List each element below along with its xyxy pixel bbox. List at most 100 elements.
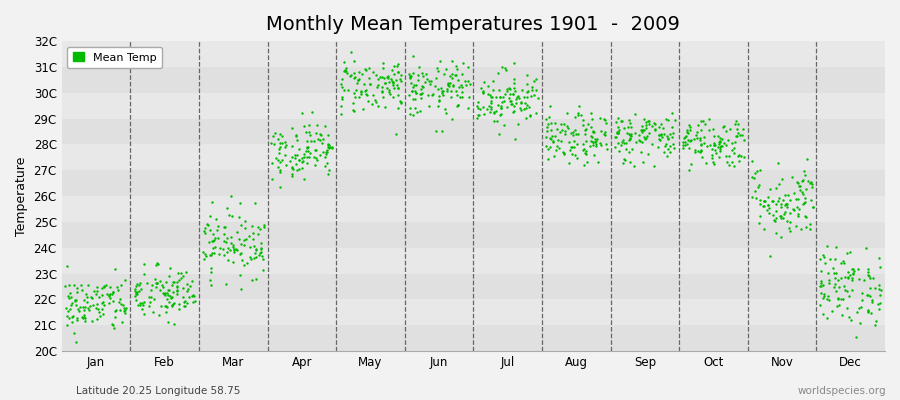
Point [310, 155, 324, 162]
Point [119, 304, 133, 311]
Point [137, 270, 151, 277]
Point [482, 102, 496, 109]
Point [416, 84, 430, 90]
Point [254, 240, 268, 246]
Point [371, 102, 385, 109]
Point [389, 131, 403, 138]
Point [369, 98, 383, 105]
Point [147, 296, 161, 302]
Point [226, 242, 240, 248]
Point [420, 76, 435, 82]
Point [430, 103, 445, 109]
Point [423, 81, 437, 87]
Point [277, 139, 292, 146]
Point [681, 137, 696, 143]
Point [450, 103, 464, 110]
Point [705, 152, 719, 158]
Point [616, 125, 631, 132]
Point [211, 222, 225, 229]
Point [166, 302, 180, 309]
Point [804, 179, 818, 185]
Point [377, 104, 392, 110]
Point [443, 73, 457, 80]
Point [95, 306, 110, 312]
Point [498, 90, 512, 97]
Point [507, 103, 521, 109]
Point [158, 303, 172, 310]
Point [374, 88, 389, 94]
Point [430, 86, 445, 92]
Point [585, 134, 599, 140]
Point [237, 237, 251, 244]
Point [806, 204, 820, 211]
Point [299, 128, 313, 135]
Point [487, 110, 501, 116]
Point [100, 290, 114, 297]
Point [682, 144, 697, 151]
Point [444, 80, 458, 86]
Point [445, 57, 459, 64]
Point [404, 73, 419, 79]
Point [310, 122, 324, 128]
Point [158, 291, 173, 298]
Point [162, 272, 176, 279]
Point [109, 306, 123, 313]
Point [94, 300, 109, 306]
Point [871, 301, 886, 307]
Point [422, 103, 436, 110]
Point [562, 147, 577, 154]
Point [285, 164, 300, 170]
Point [737, 154, 751, 160]
Point [627, 130, 642, 136]
Point [424, 78, 438, 84]
Point [251, 252, 266, 258]
Point [531, 94, 545, 101]
Point [337, 87, 351, 94]
Point [106, 325, 121, 332]
Point [441, 81, 455, 88]
Point [820, 296, 834, 302]
Point [828, 274, 842, 281]
Point [146, 309, 160, 315]
Point [391, 85, 405, 91]
Point [412, 64, 427, 70]
Point [172, 301, 186, 307]
Point [212, 235, 226, 241]
Point [528, 76, 543, 82]
Point [508, 60, 522, 66]
Point [64, 302, 78, 308]
Point [485, 78, 500, 84]
Point [278, 152, 293, 158]
Point [230, 246, 244, 252]
Point [611, 129, 625, 135]
Point [313, 131, 328, 137]
Point [683, 137, 698, 143]
Point [735, 126, 750, 133]
Point [491, 70, 505, 77]
Point [410, 90, 424, 96]
Point [817, 260, 832, 267]
Point [584, 116, 598, 122]
Point [320, 142, 335, 148]
Point [137, 261, 151, 267]
Point [429, 75, 444, 81]
Point [521, 104, 535, 110]
Point [232, 214, 247, 220]
Point [483, 108, 498, 115]
Point [355, 89, 369, 95]
Point [648, 120, 662, 127]
Point [253, 250, 267, 256]
Point [698, 121, 712, 127]
Point [623, 136, 637, 142]
Point [507, 90, 521, 97]
Point [247, 242, 261, 249]
Point [828, 256, 842, 262]
Point [589, 141, 603, 147]
Point [636, 127, 651, 133]
Point [132, 300, 147, 306]
Point [347, 74, 362, 80]
Point [593, 140, 608, 146]
Point [292, 166, 306, 172]
Point [403, 80, 418, 87]
Point [766, 198, 780, 204]
